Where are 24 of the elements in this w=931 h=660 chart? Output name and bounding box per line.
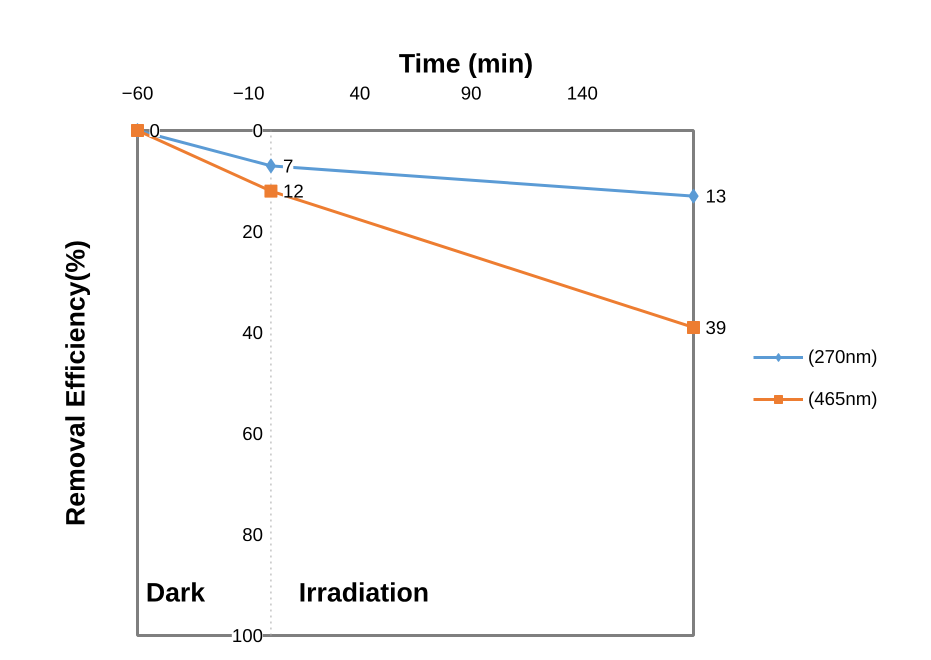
data-label: 0 xyxy=(150,120,160,141)
data-label: 12 xyxy=(282,180,304,202)
y-axis-title: Removal Efficiency(%) xyxy=(60,240,90,526)
y-tick-label: 60 xyxy=(242,423,263,444)
data-label: 13 xyxy=(706,186,726,207)
annotation: Dark xyxy=(146,578,206,608)
y-tick-label: 80 xyxy=(242,524,263,545)
annotation: Irradiation xyxy=(298,578,430,608)
x-axis-title: Time (min) xyxy=(398,48,534,78)
data-label: 39 xyxy=(706,316,726,338)
legend-label: (465nm) xyxy=(808,388,878,410)
y-tick-label: 100 xyxy=(232,625,263,646)
x-tick-label: 40 xyxy=(350,82,370,104)
x-tick-label: 90 xyxy=(460,82,482,104)
y-tick-label: 0 xyxy=(252,120,263,141)
y-tick-label: 20 xyxy=(242,221,263,242)
x-tick-label: −60 xyxy=(122,82,154,104)
x-tick-label: −10 xyxy=(232,82,265,104)
legend-label: (270nm) xyxy=(808,346,878,368)
x-tick-label: 140 xyxy=(566,82,598,104)
data-label: 7 xyxy=(282,155,294,176)
point xyxy=(687,320,700,334)
point xyxy=(264,184,278,198)
y-tick-label: 40 xyxy=(242,322,263,343)
